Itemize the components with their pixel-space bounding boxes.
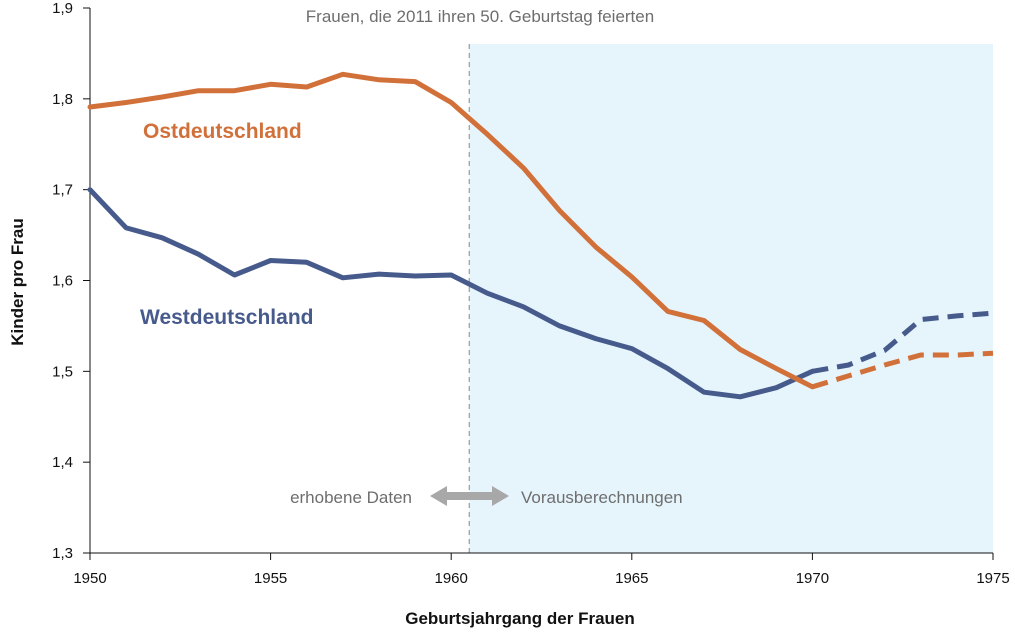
y-tick-label: 1,9 (52, 0, 73, 17)
y-tick-label: 1,8 (52, 91, 73, 108)
y-tick-label: 1,3 (52, 545, 73, 562)
series-label-ostdeutschland: Ostdeutschland (143, 120, 302, 143)
x-tick-label: 1975 (976, 570, 1009, 587)
x-tick-label: 1965 (615, 570, 648, 587)
x-axis-title: Geburtsjahrgang der Frauen (405, 609, 635, 628)
x-tick-label: 1955 (254, 570, 287, 587)
y-tick-label: 1,7 (52, 182, 73, 199)
double-arrow-icon (430, 486, 509, 506)
y-tick-label: 1,6 (52, 273, 73, 290)
x-tick-label: 1970 (796, 570, 829, 587)
observed-data-label: erhobene Daten (290, 488, 412, 507)
projection-region (469, 44, 993, 553)
projection-label: Vorausberechnungen (521, 488, 683, 507)
series-layer (87, 71, 994, 400)
series-label-westdeutschland: Westdeutschland (140, 306, 313, 329)
y-tick-label: 1,4 (52, 454, 73, 471)
x-tick-label: 1950 (73, 570, 106, 587)
ticks: 1,3 1,4 1,5 1,6 1,7 1,8 1,9 1950 1955 1960 1965 197… (52, 0, 1010, 587)
series-projection-ostdeutschland (811, 350, 994, 390)
y-axis-title: Kinder pro Frau (8, 218, 27, 346)
cohort-annotation: Frauen, die 2011 ihren 50. Geburtstag fe… (306, 7, 654, 26)
series-projection-westdeutschland (811, 310, 994, 374)
y-tick-label: 1,5 (52, 363, 73, 380)
x-tick-label: 1960 (435, 570, 468, 587)
